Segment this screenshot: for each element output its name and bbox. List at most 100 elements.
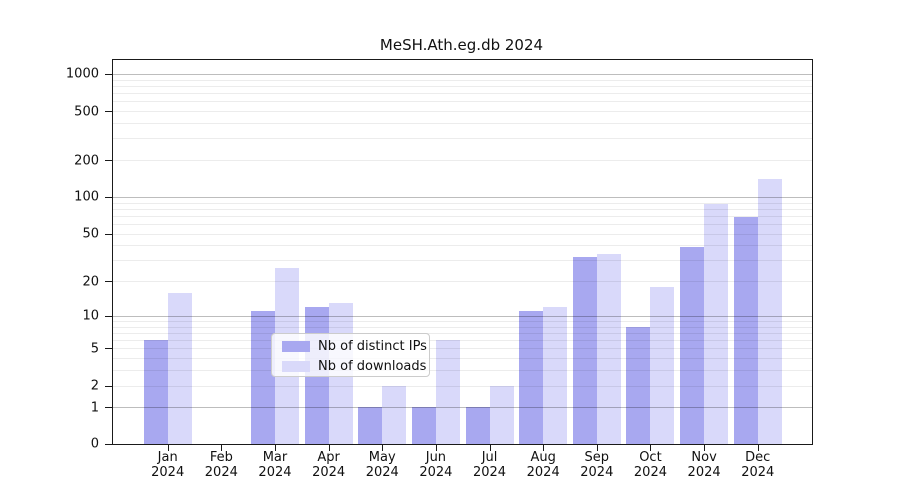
- y-axis-label: 10: [82, 308, 99, 324]
- y-tick: [105, 281, 112, 283]
- x-tick: [757, 445, 759, 451]
- y-tick: [105, 160, 112, 162]
- legend-label-downloads: Nb of downloads: [318, 358, 427, 374]
- gridline-minor: [113, 332, 812, 334]
- x-axis-label: Jan 2024: [151, 450, 185, 480]
- legend: Nb of distinct IPs Nb of downloads: [271, 333, 430, 377]
- x-axis-label: Jun 2024: [419, 450, 453, 480]
- y-axis-label: 2: [90, 378, 99, 394]
- y-tick: [105, 315, 112, 317]
- bar-distinct-ips: [250, 311, 275, 444]
- gridline-minor: [113, 224, 812, 225]
- bar-downloads: [489, 385, 514, 444]
- gridline-minor: [113, 138, 812, 140]
- bar-distinct-ips: [572, 256, 597, 444]
- bar-distinct-ips: [143, 340, 168, 444]
- gridline-minor: [113, 79, 812, 81]
- gridline-minor: [113, 123, 812, 124]
- x-tick: [167, 445, 169, 451]
- gridline-minor: [113, 160, 812, 162]
- y-tick: [105, 443, 112, 445]
- y-axis-label: 20: [82, 274, 99, 290]
- y-tick: [105, 196, 112, 198]
- gridline-minor: [113, 260, 812, 262]
- x-tick: [435, 445, 437, 451]
- gridline-minor: [113, 245, 812, 247]
- plot-area: 0 1 2 5 10 20 50 100 200 500 1000 Jan 2024 Feb 2024 Mar…: [66, 59, 813, 480]
- legend-label-distinct-ips: Nb of distinct IPs: [318, 338, 427, 354]
- x-axis-label: May 2024: [365, 450, 399, 480]
- x-tick: [704, 445, 706, 451]
- x-tick: [543, 445, 545, 451]
- bar-downloads: [757, 179, 782, 444]
- y-axis-label: 100: [74, 189, 99, 205]
- bar-downloads: [650, 286, 675, 444]
- bar-distinct-ips: [411, 407, 436, 444]
- x-axis-label: Aug 2024: [526, 450, 560, 480]
- legend-item-distinct-ips: Nb of distinct IPs: [282, 336, 429, 356]
- x-axis-label: Nov 2024: [687, 450, 721, 480]
- gridline-minor: [113, 385, 812, 387]
- gridline-major: [113, 73, 812, 75]
- gridline-minor: [113, 326, 812, 328]
- bar-distinct-ips: [519, 311, 544, 444]
- y-tick: [105, 407, 112, 409]
- y-axis-label: 1000: [65, 66, 99, 82]
- gridline-major: [113, 315, 812, 317]
- y-axis-label: 200: [74, 153, 99, 169]
- x-axis-label: Mar 2024: [258, 450, 292, 480]
- chart-title: MeSH.Ath.eg.db 2024: [379, 36, 544, 54]
- bar-distinct-ips: [465, 407, 490, 444]
- x-tick: [489, 445, 491, 451]
- gridline-minor: [113, 93, 812, 95]
- gridline-minor: [113, 111, 812, 113]
- bar-distinct-ips: [680, 246, 705, 444]
- x-axis-label: Oct 2024: [633, 450, 667, 480]
- bar-downloads: [382, 385, 407, 444]
- y-tick: [105, 385, 112, 387]
- x-tick: [382, 445, 384, 451]
- bar-distinct-ips: [733, 217, 758, 444]
- x-axis-label: Feb 2024: [204, 450, 238, 480]
- gridline-minor: [113, 233, 812, 235]
- legend-swatch-downloads: [282, 360, 310, 372]
- x-axis-label: Sep 2024: [580, 450, 614, 480]
- bar-distinct-ips: [358, 407, 383, 444]
- gridline-minor: [113, 101, 812, 103]
- bar-downloads: [543, 306, 568, 444]
- gridline-minor: [113, 321, 812, 322]
- x-tick: [650, 445, 652, 451]
- y-axis-label: 0: [90, 436, 99, 452]
- bar-downloads: [704, 203, 729, 444]
- bar-distinct-ips: [626, 326, 651, 444]
- gridline-major: [113, 407, 812, 409]
- bar-downloads: [167, 292, 192, 444]
- bar-downloads: [435, 340, 460, 444]
- gridline-minor: [113, 281, 812, 283]
- gridline-minor: [113, 370, 812, 372]
- x-axis-label: Dec 2024: [741, 450, 775, 480]
- y-tick: [105, 233, 112, 235]
- y-axis-label: 500: [74, 104, 99, 120]
- y-tick: [105, 348, 112, 350]
- x-axis-label: Apr 2024: [312, 450, 346, 480]
- x-tick: [274, 445, 276, 451]
- gridline-minor: [113, 348, 812, 350]
- gridline-minor: [113, 215, 812, 217]
- legend-swatch-distinct-ips: [282, 340, 310, 352]
- bar-downloads: [596, 253, 621, 444]
- gridline-minor: [113, 208, 812, 210]
- x-tick: [328, 445, 330, 451]
- y-tick: [105, 111, 112, 113]
- gridline-minor: [113, 340, 812, 342]
- x-tick: [221, 445, 223, 451]
- gridline-minor: [113, 85, 812, 87]
- y-axis-label: 50: [82, 226, 99, 242]
- gridline-minor: [113, 202, 812, 204]
- legend-item-downloads: Nb of downloads: [282, 356, 429, 376]
- y-tick: [105, 73, 112, 75]
- gridline-major: [113, 196, 812, 198]
- gridline-minor: [113, 358, 812, 360]
- y-axis-label: 5: [90, 341, 99, 357]
